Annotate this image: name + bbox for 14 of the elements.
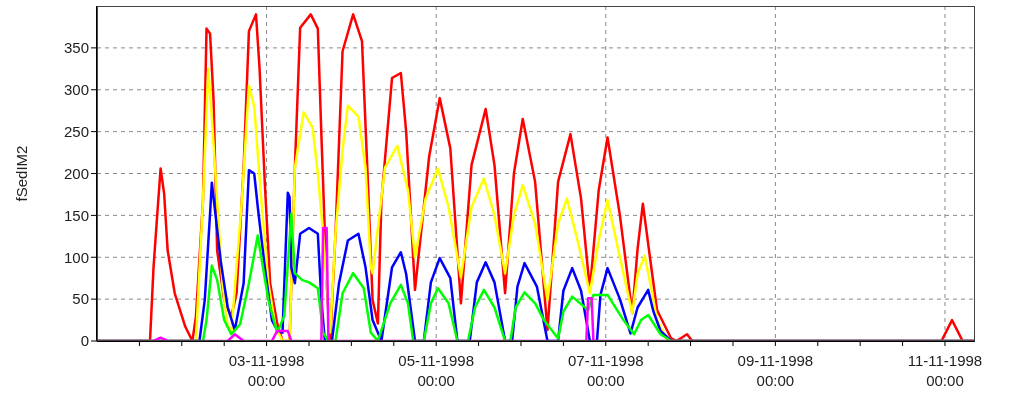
x-tick-label: 11-11-1998 00:00: [907, 352, 983, 389]
x-tick-label: 05-11-1998 00:00: [398, 352, 474, 389]
y-tick-label: 100: [63, 248, 89, 266]
y-tick-label: 50: [72, 290, 89, 308]
y-tick-label: 150: [63, 206, 89, 224]
y-tick-label: 300: [63, 81, 89, 99]
y-tick-label: 200: [63, 164, 89, 182]
y-tick-label: 350: [63, 39, 89, 57]
y-axis-title: fSedIM2: [13, 145, 31, 202]
x-tick-label: 07-11-1998 00:00: [567, 352, 644, 389]
y-tick-label: 0: [80, 332, 89, 350]
x-tick-label: 09-11-1998 00:00: [737, 352, 814, 389]
y-tick-label: 250: [63, 122, 89, 140]
x-tick-label: 03-11-1998 00:00: [228, 352, 305, 389]
